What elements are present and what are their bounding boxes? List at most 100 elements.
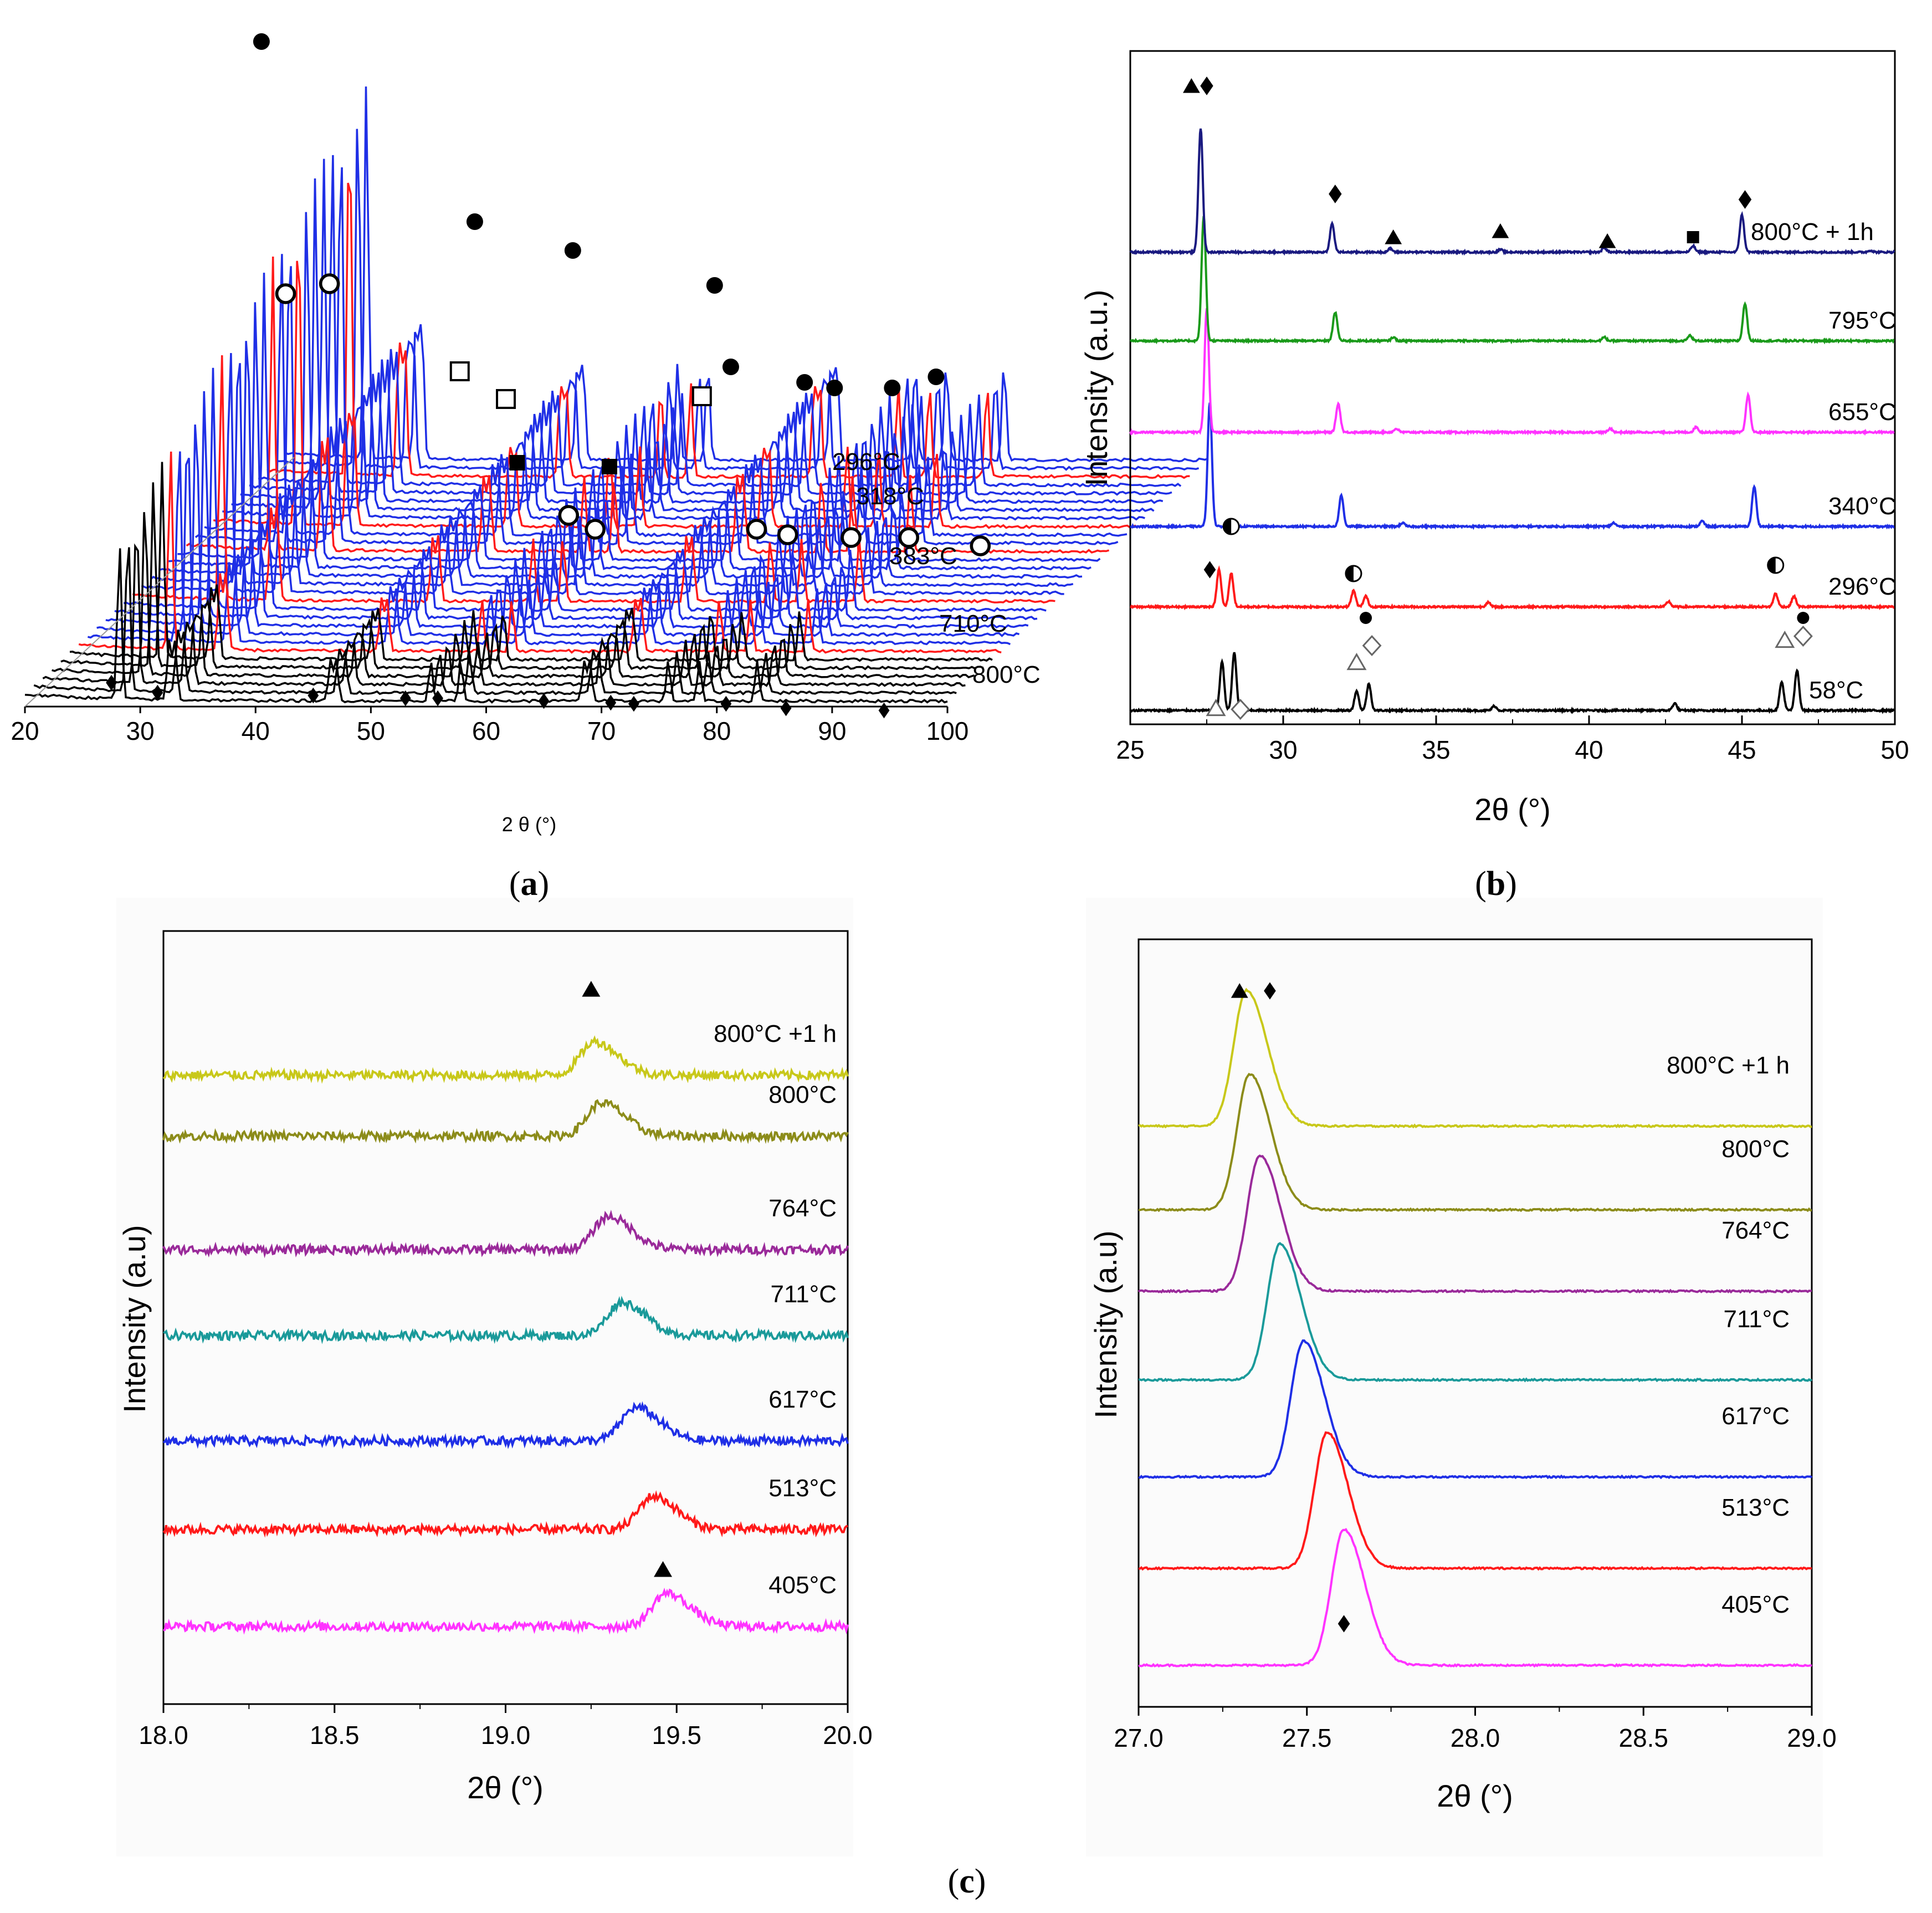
caption-a-letter: a bbox=[521, 865, 538, 903]
panel-a-x-tick-label: 80 bbox=[703, 717, 731, 745]
panel-c-right-triangle-marker bbox=[1231, 983, 1248, 998]
panel-a-filled-circle-marker bbox=[826, 380, 843, 396]
panelCL-series-line bbox=[163, 1296, 849, 1344]
panelCR-series-label: 711°C bbox=[1723, 1306, 1790, 1333]
panelCR-series-label: 764°C bbox=[1721, 1217, 1790, 1244]
panelCL-x-tick-label: 20.0 bbox=[823, 1721, 873, 1750]
panel-a-pattern-line bbox=[186, 256, 1110, 554]
panel-b-triangle-marker bbox=[1385, 229, 1402, 244]
panel-a-temperature-label: 383°C bbox=[889, 543, 957, 570]
panel-b-square-marker bbox=[1687, 231, 1699, 243]
panel-a-temperature-label: 318°C bbox=[856, 483, 924, 510]
panel-b-series-line bbox=[1129, 652, 1895, 714]
panel-b-open-diamond-marker bbox=[1362, 635, 1382, 657]
panel-b-series-line bbox=[1129, 308, 1895, 436]
panelCL-x-tick-label: 18.0 bbox=[139, 1721, 188, 1750]
panel-a-pattern-line bbox=[132, 355, 1055, 604]
panel-b-series-label: 58°C bbox=[1809, 677, 1863, 704]
panelCL-series-line bbox=[162, 1035, 849, 1084]
panel-a-pattern-line bbox=[24, 548, 948, 704]
panel-a-x-tick-label: 100 bbox=[926, 717, 969, 745]
panel-b-open-circle-marker bbox=[1767, 556, 1785, 574]
panel-b-series-label: 795°C bbox=[1828, 307, 1897, 334]
panel-c-right-background bbox=[1086, 898, 1823, 1856]
panel-b-diamond-marker bbox=[1738, 190, 1752, 209]
panel-a-pattern-line bbox=[249, 155, 1172, 496]
caption-b: (b) bbox=[1475, 865, 1517, 903]
panel-c-right-series-labels: 405°C 513°C 617°C 711°C 764°C 800°C 800°C +1 h bbox=[1667, 1052, 1790, 1618]
caption-c-letter: c bbox=[959, 1863, 975, 1900]
panel-a-open-circle-marker bbox=[558, 505, 580, 526]
panel-b-series-label: 655°C bbox=[1828, 398, 1897, 426]
panel-c-right-markers bbox=[1231, 982, 1350, 1633]
caption-a: (a) bbox=[509, 865, 549, 903]
panel-a-depth-axis bbox=[24, 457, 295, 707]
panel-a-filled-diamond-marker bbox=[308, 687, 319, 704]
panelCL-series-label: 513°C bbox=[768, 1475, 837, 1502]
panelCL-series-line bbox=[162, 1587, 849, 1635]
panel-a-open-circle-marker bbox=[319, 273, 340, 294]
panelCL-x-tick-label: 18.5 bbox=[310, 1721, 360, 1750]
panel-a-pattern-line bbox=[159, 341, 1083, 579]
panel-a-pattern-line bbox=[78, 451, 1002, 654]
panel-b-markers bbox=[1183, 76, 1813, 720]
panel-a-x-tick-label: 90 bbox=[818, 717, 846, 745]
panelCR-x-tick-label: 27.5 bbox=[1282, 1723, 1332, 1752]
panel-c-left-triangle-marker bbox=[654, 1561, 673, 1577]
panel-c-right-diamond-marker bbox=[1264, 982, 1276, 1000]
panel-a-open-circle-marker bbox=[898, 527, 920, 548]
panelCL-series-label: 764°C bbox=[768, 1195, 837, 1222]
panel-b-ticks: 25 30 35 40 45 50 bbox=[1116, 715, 1909, 764]
panel-a-pattern-line bbox=[52, 512, 975, 679]
panel-c-right-ylabel: Intensity (a.u) bbox=[1088, 1230, 1123, 1418]
panelCR-series-label: 617°C bbox=[1721, 1403, 1790, 1430]
panel-a-xlabel: 2 θ (°) bbox=[502, 813, 556, 836]
panelCR-series-line bbox=[1138, 1242, 1813, 1383]
panel-a-temperature-label: 296°C bbox=[832, 448, 900, 475]
panel-a-pattern-line bbox=[213, 260, 1136, 529]
panel-a-open-square-marker bbox=[496, 389, 516, 409]
panelCR-series-line bbox=[1138, 988, 1812, 1129]
panel-a-pattern-line bbox=[285, 86, 1208, 463]
panelCL-series-line bbox=[162, 1099, 849, 1144]
panel-b-series-line bbox=[1130, 402, 1895, 530]
panelCR-series-line bbox=[1138, 1528, 1812, 1668]
panel-a-pattern-line bbox=[60, 482, 984, 671]
panel-a-pattern-line bbox=[42, 543, 966, 687]
panel-c-right: 27.0 27.5 28.0 28.5 29.0 405°C 513°C 617°C 711°… bbox=[1086, 898, 1837, 1856]
panel-a-filled-circle-marker bbox=[722, 359, 739, 375]
panel-b-curves bbox=[1129, 128, 1895, 714]
panel-a-pattern-line bbox=[231, 178, 1155, 513]
panelCR-series-line bbox=[1137, 1154, 1812, 1294]
panel-a-filled-diamond-marker bbox=[780, 700, 792, 717]
panelCR-series-line bbox=[1138, 1339, 1813, 1480]
panel-a-x-tick-label: 30 bbox=[126, 717, 155, 745]
panel-a-markers bbox=[106, 33, 991, 719]
panel-c-left-triangle-marker bbox=[582, 981, 601, 997]
panel-a-filled-diamond-marker bbox=[720, 695, 732, 712]
panel-b-series-label: 340°C bbox=[1828, 493, 1897, 520]
panel-c-left-xlabel: 2θ (°) bbox=[467, 1770, 544, 1805]
panel-c-right-xlabel: 2θ (°) bbox=[1437, 1778, 1513, 1813]
panel-a-pattern-line bbox=[141, 353, 1064, 596]
panelCR-series-label: 405°C bbox=[1721, 1591, 1790, 1618]
panel-a-pattern-line bbox=[33, 547, 957, 695]
panelCL-series-line bbox=[162, 1490, 848, 1538]
panel-a-open-square-marker bbox=[449, 361, 470, 381]
panel-b-open-triangle-marker bbox=[1206, 699, 1226, 717]
panel-a-filled-circle-marker bbox=[927, 369, 945, 385]
panel-b-x-tick-label: 50 bbox=[1880, 735, 1909, 764]
panel-a-filled-diamond-marker bbox=[106, 674, 117, 691]
panel-b-x-tick-label: 45 bbox=[1728, 735, 1756, 764]
panel-a-filled-circle-marker bbox=[796, 374, 813, 391]
panel-a-filled-diamond-marker bbox=[399, 690, 411, 707]
panel-b-diamond-marker-296 bbox=[1203, 561, 1216, 579]
panel-c-left-markers bbox=[582, 981, 673, 1577]
panel-b-diamond-marker bbox=[1329, 185, 1342, 203]
panel-a-x-tick-label: 40 bbox=[242, 717, 270, 745]
panel-a: 20 30 40 50 60 70 80 90 100 2 θ (°) 296°C 318°C 38… bbox=[11, 33, 1208, 836]
panel-a-temperature-label: 710°C bbox=[939, 610, 1007, 637]
panel-b-open-diamond-marker bbox=[1231, 698, 1251, 720]
panel-b: 25 30 35 40 45 50 58°C 296°C 340°C 655°C 795°C 800… bbox=[1079, 50, 1909, 827]
